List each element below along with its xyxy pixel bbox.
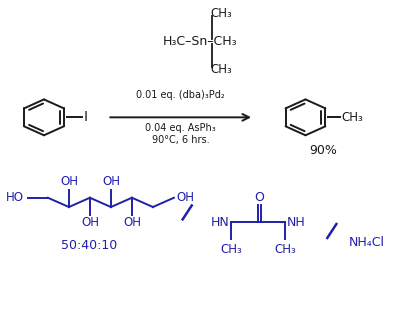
Text: 90%: 90% (309, 144, 337, 157)
Text: NH₄Cl: NH₄Cl (349, 236, 385, 249)
Text: OH: OH (102, 175, 120, 188)
Text: CH₃: CH₃ (342, 111, 363, 124)
Text: 50:40:10: 50:40:10 (61, 239, 118, 252)
Text: HO: HO (6, 191, 24, 204)
Text: 90°C, 6 hrs.: 90°C, 6 hrs. (152, 135, 210, 145)
Text: NH: NH (286, 216, 305, 229)
Text: CH₃: CH₃ (220, 243, 242, 256)
Text: OH: OH (176, 191, 194, 204)
Text: OH: OH (123, 216, 141, 229)
Text: 0.01 eq. (dba)₃Pd₂: 0.01 eq. (dba)₃Pd₂ (136, 90, 225, 100)
Text: CH₃: CH₃ (210, 7, 232, 20)
Text: O: O (254, 191, 264, 204)
Text: 0.04 eq. AsPh₃: 0.04 eq. AsPh₃ (145, 123, 216, 133)
Text: HN: HN (211, 216, 230, 229)
Text: I: I (84, 110, 88, 124)
Text: H₃C–Sn–CH₃: H₃C–Sn–CH₃ (163, 35, 238, 48)
Text: OH: OH (60, 175, 78, 188)
Text: OH: OH (81, 216, 99, 229)
Text: CH₃: CH₃ (210, 63, 232, 76)
Text: CH₃: CH₃ (274, 243, 296, 256)
